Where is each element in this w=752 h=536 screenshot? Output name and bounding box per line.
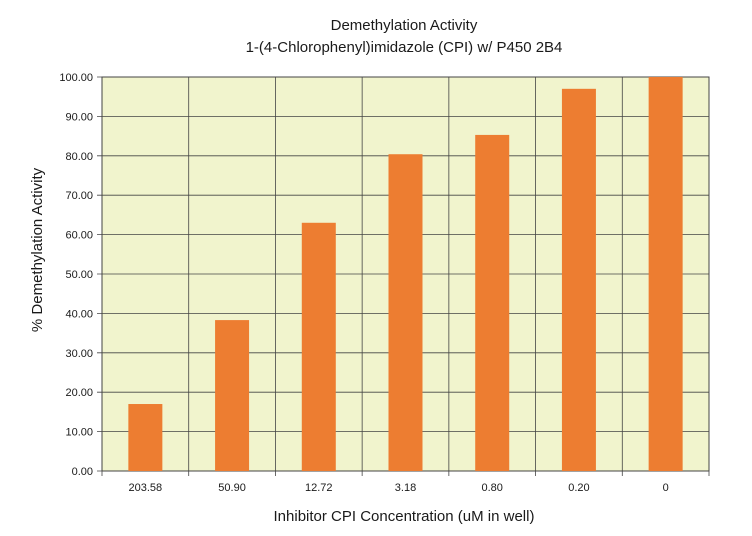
x-tick-label: 0 (663, 482, 669, 494)
bar-12.72 (301, 222, 336, 471)
bar-50.90 (215, 320, 250, 471)
y-tick-label: 70.00 (65, 190, 93, 202)
y-tick-label: 10.00 (65, 427, 93, 439)
bar-3.18 (388, 154, 423, 471)
y-tick-label: 60.00 (65, 230, 93, 242)
y-tick-label: 50.00 (65, 269, 93, 281)
grid-lines (97, 76, 710, 476)
bar-0 (648, 77, 683, 471)
x-tick-label: 203.58 (129, 482, 163, 494)
bar-0.20 (561, 88, 596, 471)
y-tick-label: 80.00 (65, 151, 93, 163)
y-tick-label: 40.00 (65, 308, 93, 320)
x-tick-labels: 203.58 50.90 12.72 3.18 0.80 0.20 0 (129, 482, 669, 494)
bar-0.80 (475, 134, 510, 471)
y-tick-label: 90.00 (65, 111, 93, 123)
y-axis-label: % Demethylation Activity (29, 167, 46, 332)
y-tick-label: 100.00 (59, 72, 93, 84)
x-tick-label: 0.20 (568, 482, 589, 494)
x-tick-label: 12.72 (305, 482, 333, 494)
bar-203.58 (128, 404, 163, 471)
x-tick-label: 50.90 (218, 482, 246, 494)
x-tick-label: 3.18 (395, 482, 416, 494)
chart-subtitle: 1-(4-Chlorophenyl)imidazole (CPI) w/ P45… (246, 39, 563, 56)
x-axis-label: Inhibitor CPI Concentration (uM in well) (274, 508, 535, 525)
y-tick-labels: 0.00 10.00 20.00 30.00 40.00 50.00 60.00 70.00 8… (59, 72, 93, 478)
y-tick-label: 30.00 (65, 348, 93, 360)
y-tick-label: 20.00 (65, 387, 93, 399)
y-tick-label: 0.00 (72, 466, 93, 478)
bars (128, 77, 683, 471)
chart-title: Demethylation Activity (331, 17, 478, 34)
x-tick-label: 0.80 (482, 482, 503, 494)
